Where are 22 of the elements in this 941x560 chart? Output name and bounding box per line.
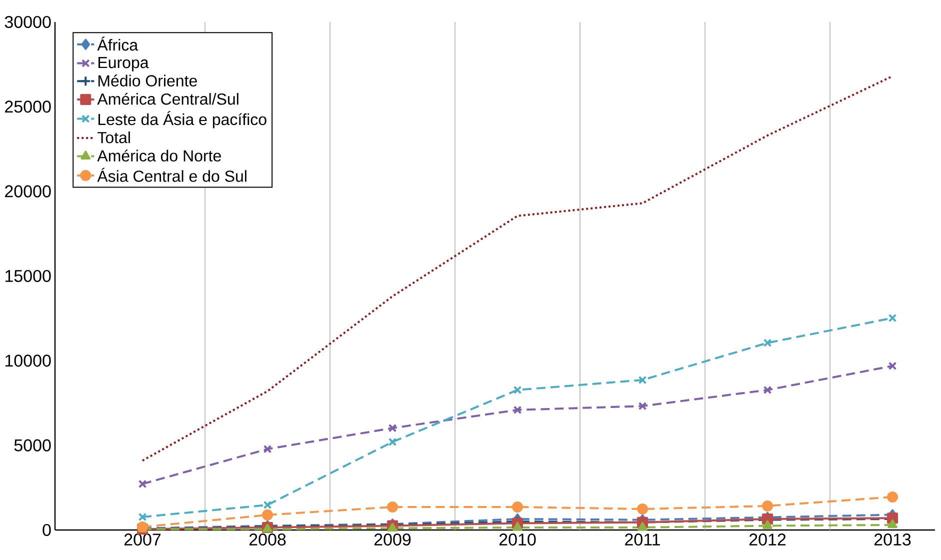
y-tick-label: 20000 <box>5 185 51 198</box>
legend-label: América do Norte <box>97 150 221 162</box>
legend-label: Europa <box>98 57 149 72</box>
x-tick-label: 2009 <box>374 534 411 546</box>
x-tick-label: 2010 <box>499 534 536 546</box>
x-tick-label: 2011 <box>625 534 660 546</box>
y-tick-label: 0 <box>42 524 51 536</box>
y-tick-label: 5000 <box>14 439 51 452</box>
legend-label: Leste da Ásia e pacífico <box>98 111 266 128</box>
y-tick-label: 25000 <box>5 100 51 113</box>
x-tick-label: 2008 <box>249 534 286 546</box>
x-tick-label: 2013 <box>874 534 911 546</box>
y-tick-label: 10000 <box>6 354 51 367</box>
x-tick-label: 2007 <box>124 534 161 546</box>
legend-label: Ásia Central e do Sul <box>97 168 246 182</box>
legend-label: Médio Oriente <box>98 74 197 86</box>
legend-label: África <box>97 36 138 51</box>
y-tick-label: 30000 <box>4 16 51 28</box>
x-tick-label: 2012 <box>749 534 786 546</box>
legend-label: América Central/Sul <box>97 92 238 105</box>
legend-label: Total <box>98 131 130 144</box>
y-tick-label: 15000 <box>6 270 51 282</box>
